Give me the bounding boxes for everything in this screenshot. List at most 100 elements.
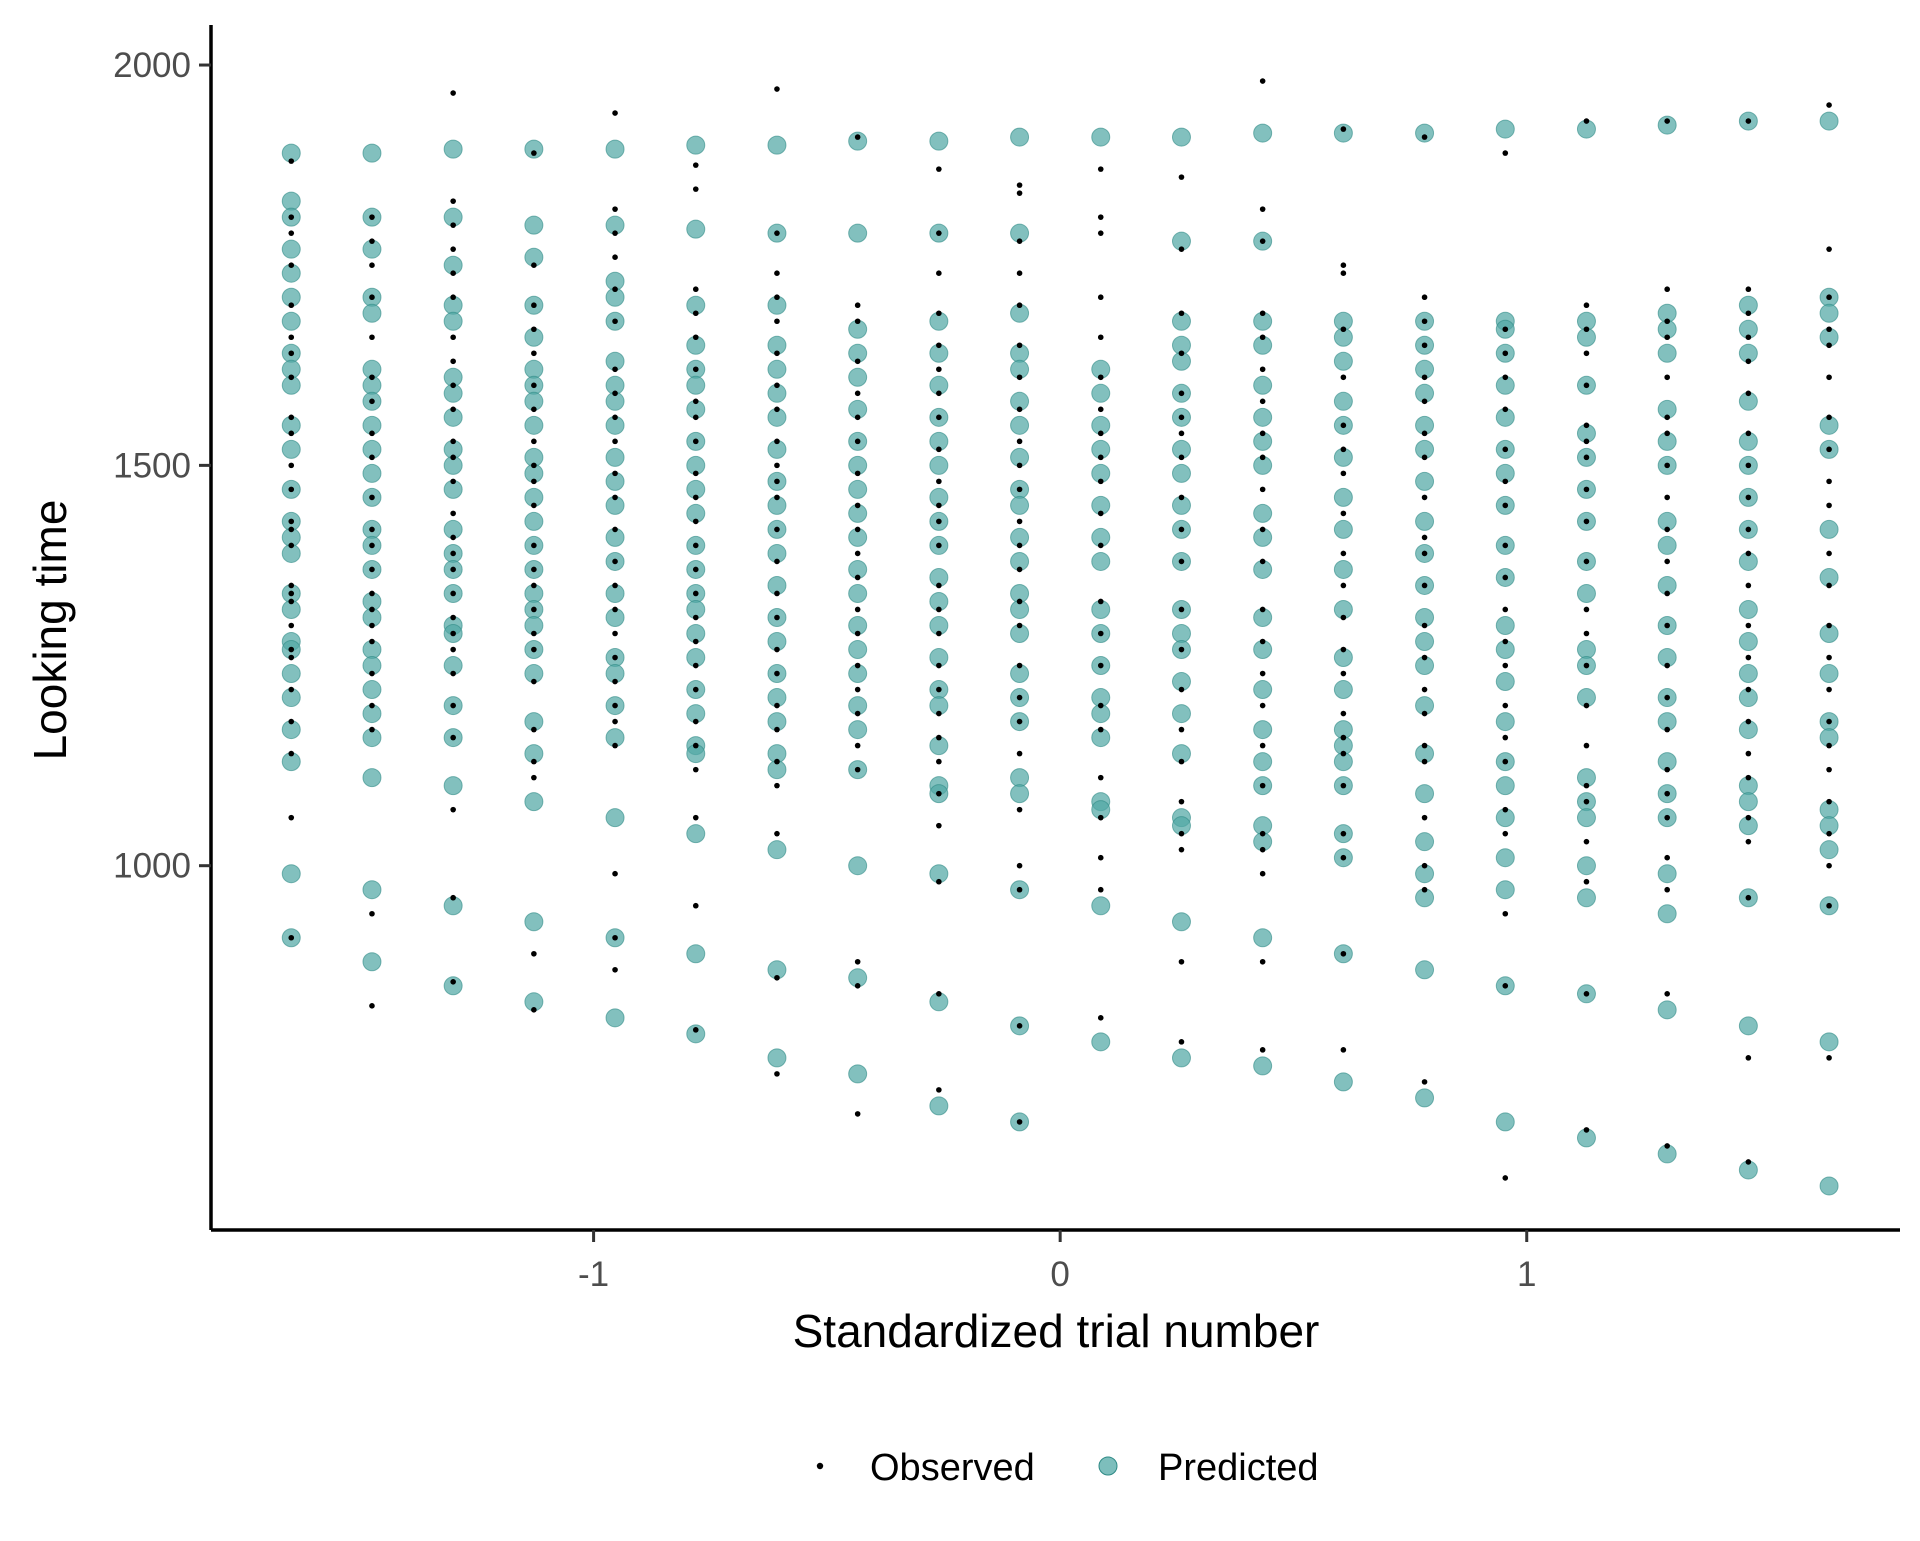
observed-point <box>1583 606 1590 613</box>
observed-point <box>1826 446 1832 453</box>
observed-point <box>612 286 618 293</box>
predicted-point <box>1657 1000 1677 1020</box>
observed-point <box>692 186 699 192</box>
observed-point <box>936 710 942 717</box>
observed-point <box>1259 78 1266 84</box>
observed-point <box>1583 486 1590 493</box>
observed-point <box>288 654 295 661</box>
observed-point <box>531 606 537 613</box>
observed-point <box>854 550 861 557</box>
observed-point <box>450 590 456 597</box>
observed-point <box>692 286 699 293</box>
observed-point <box>854 686 861 693</box>
predicted-point <box>848 720 868 740</box>
observed-point <box>369 374 375 381</box>
observed-point <box>288 598 295 605</box>
predicted-point <box>1333 680 1353 700</box>
observed-point <box>1583 118 1590 124</box>
observed-point <box>450 510 456 517</box>
predicted-point <box>767 135 787 155</box>
observed-point <box>692 470 699 477</box>
observed-point <box>1016 302 1023 309</box>
predicted-point <box>1819 519 1839 539</box>
predicted-point <box>767 840 787 860</box>
observed-point <box>369 238 375 244</box>
observed-point <box>936 758 942 765</box>
observed-point <box>1259 830 1266 837</box>
observed-point <box>1826 342 1832 349</box>
observed-point <box>288 262 295 268</box>
observed-point <box>450 334 456 341</box>
observed-point <box>1826 582 1832 589</box>
predicted-point <box>1819 1032 1839 1052</box>
observed-point <box>854 982 861 989</box>
observed-point <box>692 638 699 645</box>
observed-point <box>1826 478 1832 485</box>
predicted-point <box>281 864 301 884</box>
observed-point <box>369 910 375 917</box>
predicted-point <box>362 463 382 483</box>
x-axis-ticks: -1 0 1 <box>578 1230 1536 1294</box>
observed-point <box>774 494 780 501</box>
observed-point <box>1097 598 1104 605</box>
observed-point <box>1259 206 1266 212</box>
observed-point <box>1178 830 1185 837</box>
observed-point <box>1664 118 1670 124</box>
observed-point <box>1583 878 1590 885</box>
predicted-point <box>362 880 382 900</box>
observed-point <box>1502 502 1509 509</box>
observed-point <box>692 902 699 909</box>
predicted-point <box>1253 680 1273 700</box>
observed-point <box>1664 766 1670 773</box>
observed-point <box>1178 958 1185 965</box>
observed-point <box>1097 166 1104 172</box>
observed-point <box>692 686 699 693</box>
observed-point <box>531 302 537 309</box>
observed-point <box>936 686 942 693</box>
observed-point <box>450 382 456 389</box>
observed-point <box>936 310 942 317</box>
observed-point <box>1664 414 1670 421</box>
observed-point <box>1421 742 1428 749</box>
observed-point <box>1259 486 1266 493</box>
observed-point <box>450 222 456 228</box>
observed-point <box>1178 558 1185 565</box>
observed-point <box>774 86 780 92</box>
observed-point <box>1016 438 1023 445</box>
observed-point <box>692 1027 699 1033</box>
x-tick-label: -1 <box>578 1255 609 1294</box>
observed-point <box>612 494 618 501</box>
observed-point <box>1826 1055 1832 1061</box>
observed-point <box>369 334 375 341</box>
observed-point <box>692 590 699 597</box>
observed-point <box>854 134 861 140</box>
observed-point <box>1259 958 1266 965</box>
observed-point <box>1178 606 1185 613</box>
observed-point <box>369 606 375 613</box>
observed-point <box>774 294 780 301</box>
observed-point <box>369 670 375 677</box>
observed-point <box>1664 286 1670 293</box>
observed-point <box>450 270 456 277</box>
observed-point <box>450 630 456 637</box>
observed-point <box>1664 662 1670 669</box>
observed-point <box>1178 246 1185 252</box>
observed-point <box>1664 334 1670 341</box>
predicted-point <box>1738 1016 1758 1036</box>
observed-point <box>1421 534 1428 541</box>
observed-point <box>1097 406 1104 413</box>
observed-point <box>1664 526 1670 533</box>
observed-point <box>1259 558 1266 565</box>
observed-point <box>854 302 861 309</box>
predicted-point <box>281 239 301 259</box>
observed-point <box>936 790 942 797</box>
legend-predicted-key <box>1098 1456 1118 1476</box>
observed-point <box>612 526 618 533</box>
observed-point <box>612 742 618 749</box>
observed-point <box>531 326 537 333</box>
observed-point <box>1502 574 1509 581</box>
observed-point <box>612 230 618 236</box>
observed-point <box>288 334 295 341</box>
observed-point <box>1502 758 1509 765</box>
observed-point <box>1016 342 1023 349</box>
